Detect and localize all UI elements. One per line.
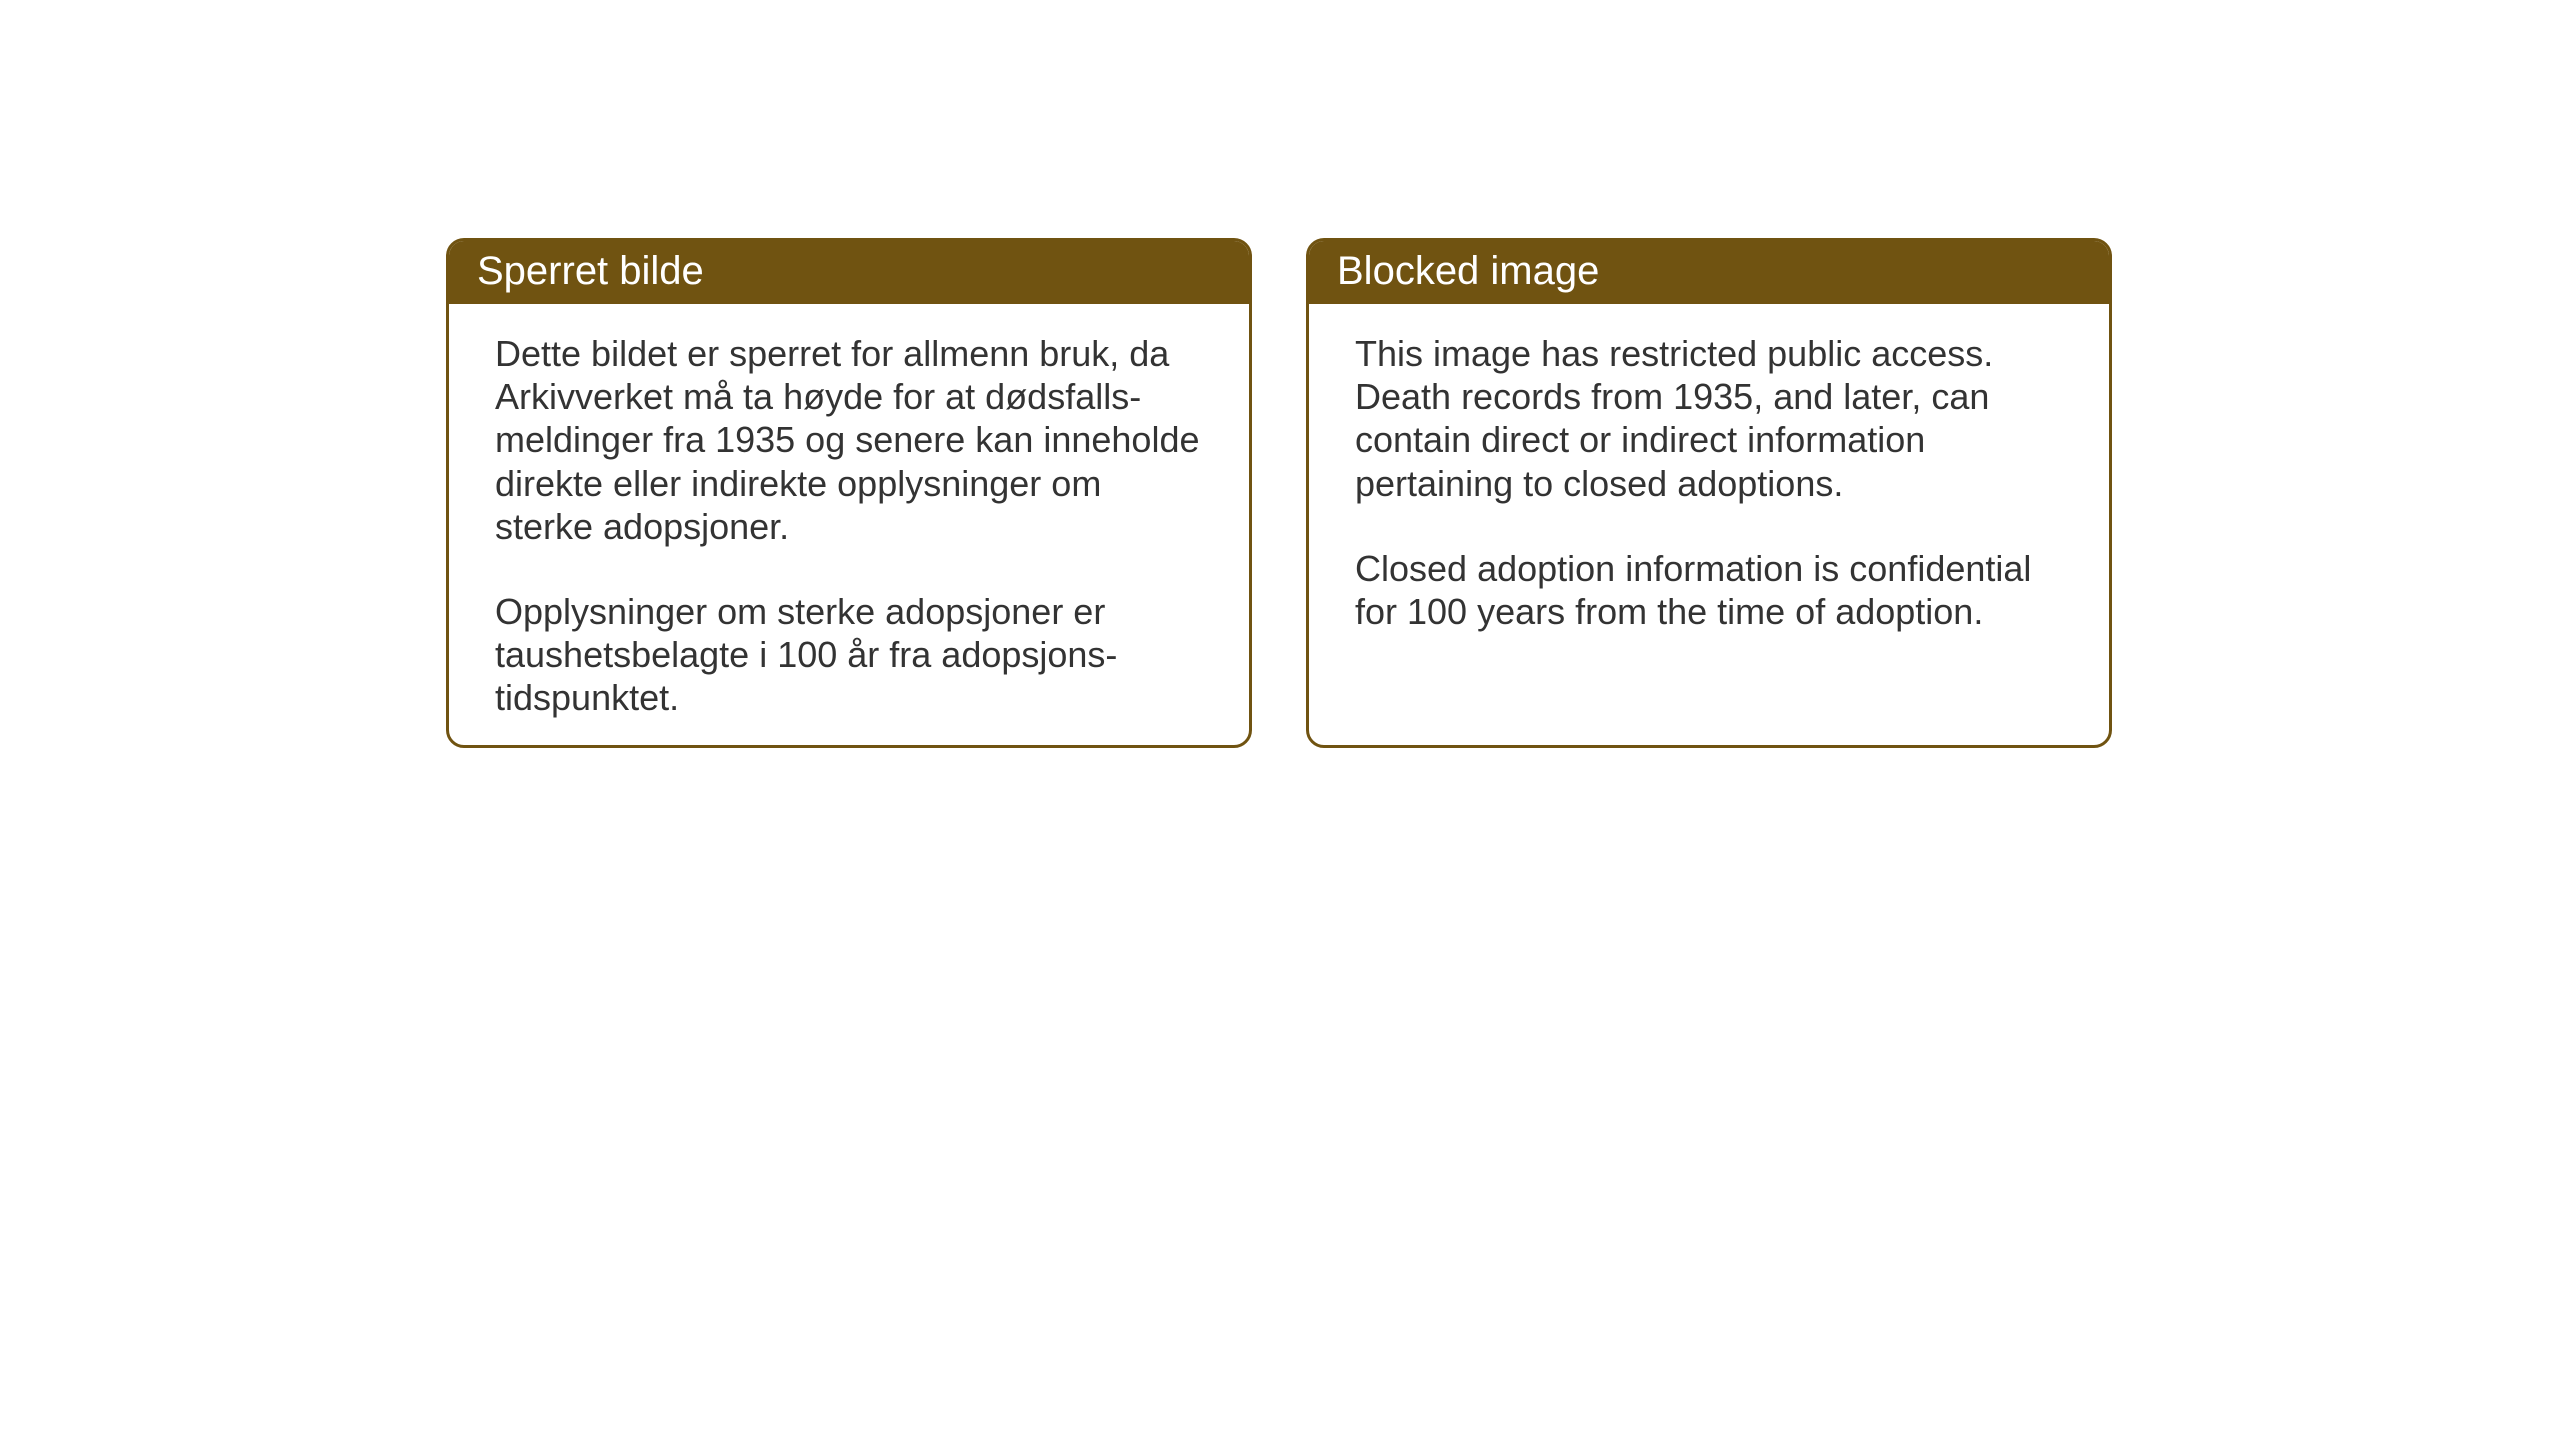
notice-box-norwegian: Sperret bilde Dette bildet er sperret fo… xyxy=(446,238,1252,748)
notice-title-norwegian: Sperret bilde xyxy=(477,249,704,293)
notice-paragraph-1-english: This image has restricted public access.… xyxy=(1355,332,2063,505)
notice-header-english: Blocked image xyxy=(1309,241,2109,304)
notice-box-english: Blocked image This image has restricted … xyxy=(1306,238,2112,748)
notice-header-norwegian: Sperret bilde xyxy=(449,241,1249,304)
notice-paragraph-2-norwegian: Opplysninger om sterke adopsjoner er tau… xyxy=(495,590,1203,720)
notice-paragraph-1-norwegian: Dette bildet er sperret for allmenn bruk… xyxy=(495,332,1203,548)
notice-body-norwegian: Dette bildet er sperret for allmenn bruk… xyxy=(449,304,1249,748)
notice-title-english: Blocked image xyxy=(1337,249,1599,293)
notice-container: Sperret bilde Dette bildet er sperret fo… xyxy=(446,238,2112,748)
notice-paragraph-2-english: Closed adoption information is confident… xyxy=(1355,547,2063,633)
notice-body-english: This image has restricted public access.… xyxy=(1309,304,2109,679)
